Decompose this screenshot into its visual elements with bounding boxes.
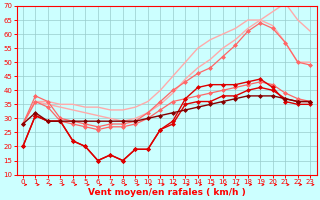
X-axis label: Vent moyen/en rafales ( km/h ): Vent moyen/en rafales ( km/h ) [88,188,245,197]
